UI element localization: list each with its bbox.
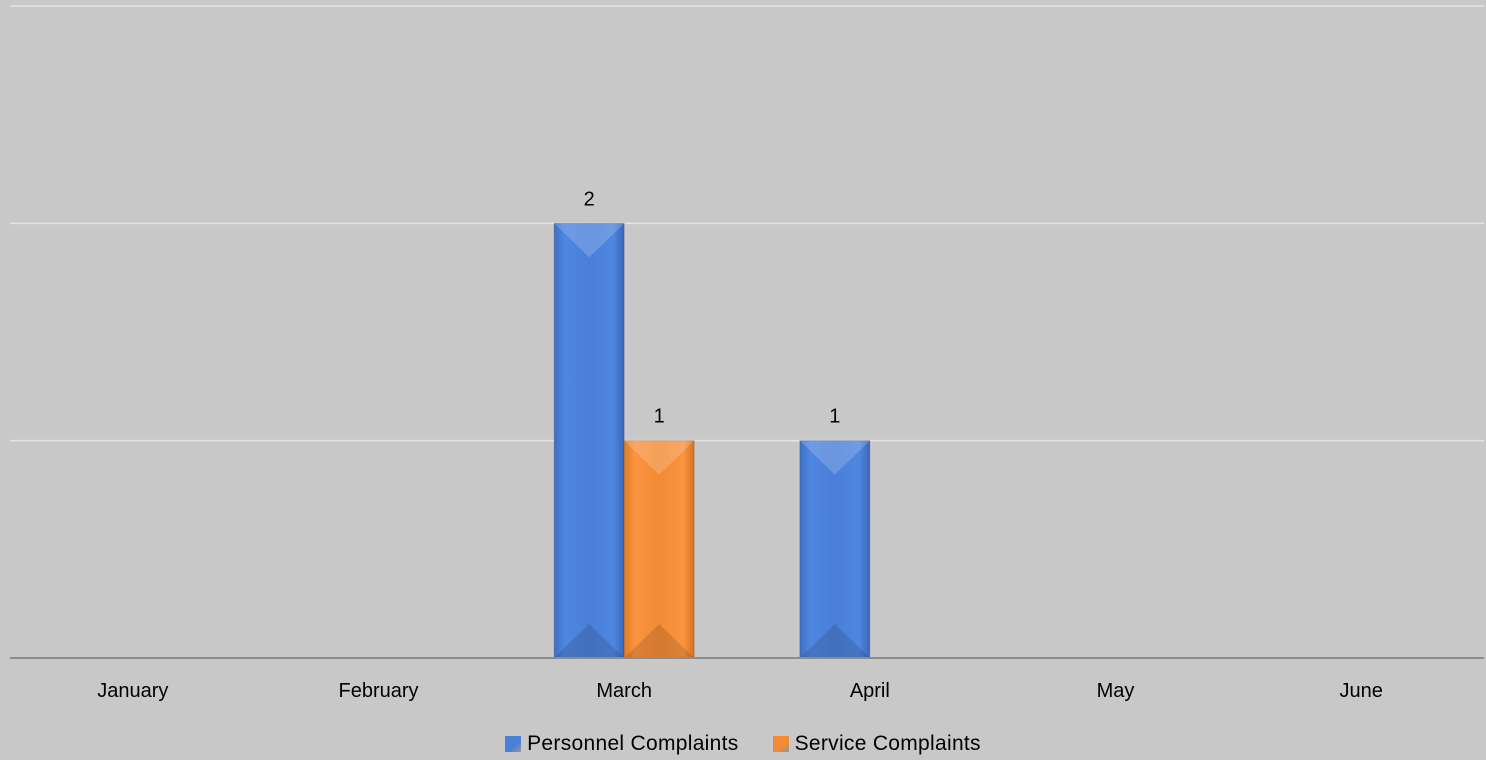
bar-bevel-bottom <box>799 624 870 658</box>
legend-item-service[interactable]: Service Complaints <box>772 732 981 756</box>
data-label: 2 <box>584 188 595 210</box>
legend-swatch-service <box>772 736 789 752</box>
x-tick-label: June <box>1339 680 1382 702</box>
bar-bevel-top <box>624 440 695 475</box>
bar[interactable] <box>799 440 871 659</box>
bar-body <box>553 222 625 659</box>
bar-bevel-top <box>799 440 870 475</box>
x-tick-label: April <box>850 680 890 702</box>
bar-body <box>799 440 871 659</box>
legend-swatch-personnel <box>505 736 522 752</box>
chart-plot: January February March April May June 2 1 1 <box>10 5 1484 702</box>
x-tick-label: January <box>97 680 168 702</box>
bar-body <box>623 440 695 659</box>
legend: Personnel Complaints Service Complaints <box>0 730 1486 758</box>
x-tick-label: May <box>1097 680 1135 702</box>
legend-item-personnel[interactable]: Personnel Complaints <box>505 732 738 756</box>
bar-bevel-bottom <box>624 624 695 658</box>
bar[interactable] <box>623 440 695 659</box>
legend-label-service: Service Complaints <box>794 732 981 755</box>
x-tick-label: March <box>596 680 652 702</box>
bar-bevel-bottom <box>554 624 625 658</box>
data-label: 1 <box>654 406 665 428</box>
x-tick-label: February <box>338 680 418 702</box>
bar-bevel-top <box>554 223 625 258</box>
bar[interactable] <box>553 222 625 659</box>
data-label: 1 <box>829 406 840 428</box>
legend-label-personnel: Personnel Complaints <box>527 732 739 755</box>
